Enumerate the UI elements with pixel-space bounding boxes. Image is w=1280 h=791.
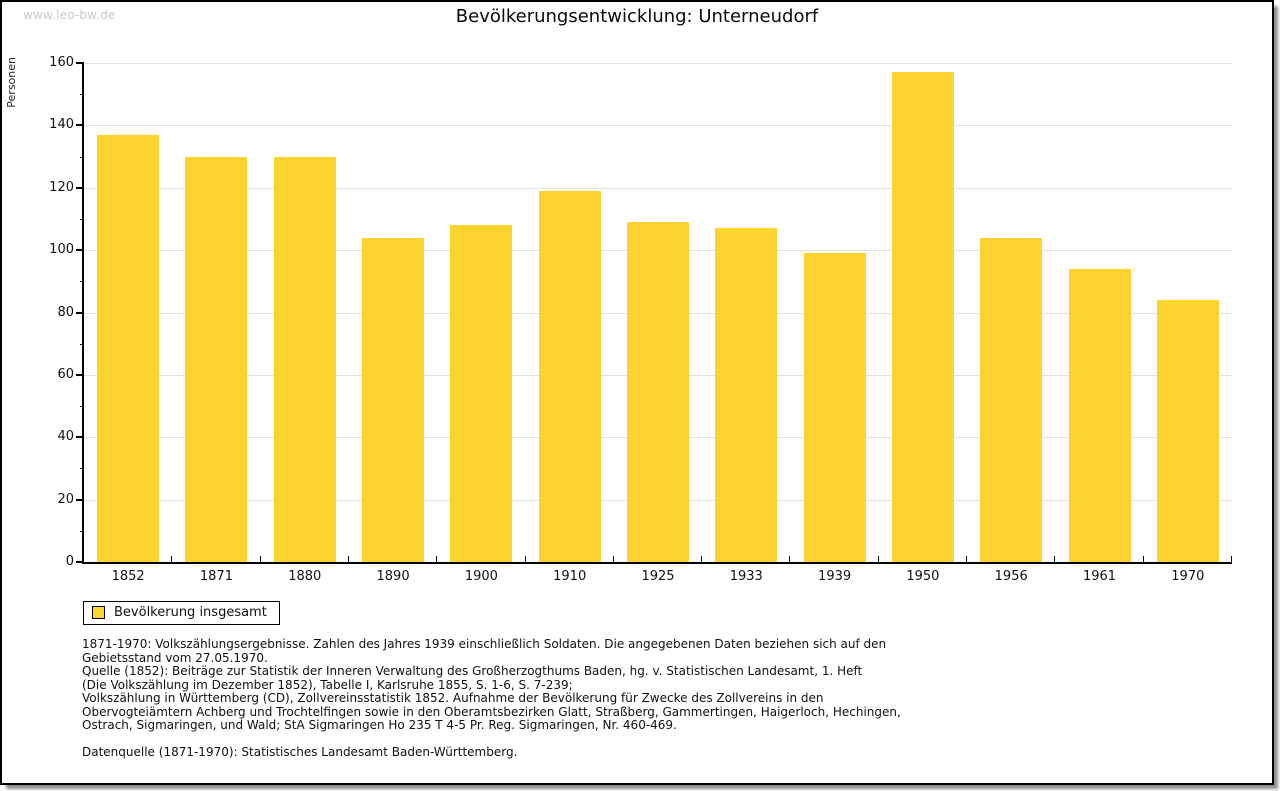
- chart-title: Bevölkerungsentwicklung: Unterneudorf: [455, 6, 819, 27]
- y-tick-label-160: 160: [49, 55, 74, 70]
- bar-1933: [715, 228, 778, 562]
- x-tick-3: [347, 556, 349, 562]
- bar-1956: [980, 237, 1043, 562]
- x-tick-label-1871: 1871: [199, 569, 233, 584]
- bar-1852: [97, 134, 160, 562]
- footnote-text: 1871-1970: Volkszählungsergebnisse. Zahl…: [82, 637, 901, 759]
- y-tick-label-60: 60: [57, 366, 74, 382]
- x-tick-7: [701, 556, 703, 562]
- y-tick-60: [76, 373, 84, 376]
- x-tick-label-1950: 1950: [906, 569, 940, 584]
- legend-swatch-icon: [92, 606, 105, 619]
- x-tick-2: [259, 556, 261, 562]
- y-tick-label-20: 20: [57, 491, 74, 507]
- y-tick-0: [76, 561, 84, 563]
- x-tick-9: [877, 556, 879, 562]
- y-tick-label-0: 0: [65, 554, 74, 569]
- x-tick-label-1900: 1900: [464, 569, 498, 584]
- y-tick-50: [80, 406, 84, 408]
- y-tick-label-80: 80: [57, 304, 74, 320]
- x-tick-label-1933: 1933: [729, 569, 763, 584]
- y-tick-100: [76, 249, 84, 252]
- y-tick-80: [76, 311, 84, 314]
- y-tick-label-100: 100: [49, 242, 74, 258]
- bar-1970: [1156, 300, 1219, 562]
- bar-1890: [362, 237, 425, 562]
- y-tick-140: [76, 124, 84, 127]
- gridline-120: [84, 187, 1232, 189]
- y-tick-150: [80, 94, 84, 96]
- legend-label: Bevölkerung insgesamt: [114, 605, 267, 620]
- x-tick-label-1961: 1961: [1082, 569, 1117, 584]
- y-tick-label-120: 120: [49, 179, 74, 195]
- bar-1871: [185, 156, 248, 562]
- x-tick-11: [1054, 556, 1056, 562]
- x-tick-label-1852: 1852: [111, 569, 145, 584]
- y-tick-label-140: 140: [49, 117, 74, 133]
- x-tick-6: [612, 556, 614, 562]
- y-axis-title: Personen: [5, 57, 18, 108]
- legend-box: Bevölkerung insgesamt: [83, 601, 280, 625]
- x-tick-10: [966, 556, 968, 562]
- plot-area: 0 20 40 60 80 100 120 140 160 1852 1871 1880 1890 190…: [49, 55, 1232, 584]
- bar-1900: [450, 225, 513, 562]
- x-tick-12: [1142, 556, 1144, 562]
- bar-1950: [891, 72, 954, 562]
- gridline-160: [84, 63, 1232, 64]
- bar-1910: [538, 190, 601, 562]
- y-tick-160: [76, 62, 84, 64]
- x-tick-label-1939: 1939: [818, 569, 852, 584]
- y-tick-30: [80, 468, 84, 470]
- x-tick-label-1970: 1970: [1171, 569, 1205, 584]
- y-tick-10: [80, 530, 84, 532]
- x-tick-label-1910: 1910: [553, 569, 587, 584]
- gridline-140: [84, 125, 1232, 127]
- bar-1925: [627, 222, 689, 562]
- y-tick-110: [80, 218, 84, 220]
- y-tick-70: [80, 343, 84, 345]
- y-tick-20: [76, 498, 84, 501]
- bar-1961: [1068, 268, 1131, 562]
- x-tick-label-1880: 1880: [288, 569, 322, 584]
- y-tick-40: [76, 436, 84, 439]
- x-tick-label-1956: 1956: [994, 569, 1028, 584]
- y-tick-120: [76, 186, 84, 189]
- x-tick-label-1890: 1890: [376, 569, 410, 584]
- x-tick-4: [436, 556, 438, 562]
- y-tick-label-40: 40: [57, 429, 74, 445]
- x-tick-5: [524, 556, 526, 562]
- watermark-url: www.leo-bw.de: [23, 8, 116, 22]
- x-tick-8: [789, 556, 791, 562]
- bar-1880: [273, 156, 336, 562]
- bar-1939: [803, 253, 866, 562]
- x-tick-label-1925: 1925: [641, 569, 675, 584]
- x-tick-1: [171, 556, 173, 562]
- x-tick-13: [1231, 556, 1232, 562]
- y-tick-130: [80, 156, 84, 158]
- y-tick-90: [80, 281, 84, 283]
